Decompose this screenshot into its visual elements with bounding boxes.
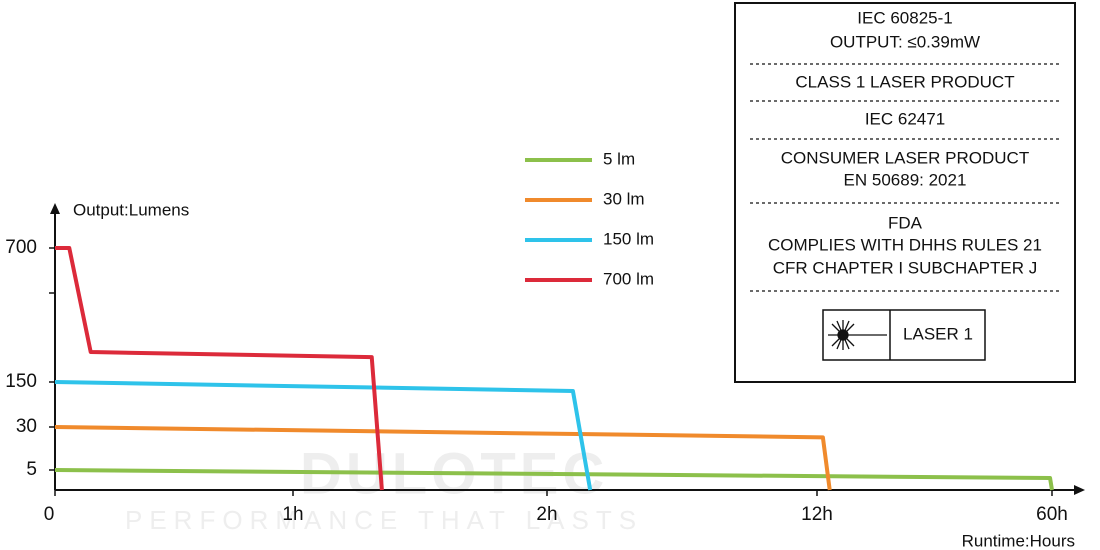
label-text: CLASS 1 LASER PRODUCT [795,72,1014,91]
legend-label: 700 lm [603,269,654,288]
label-box [734,2,1076,383]
laser-icon [828,320,887,350]
x-tick-label: 2h [536,504,557,525]
x-axis-label: Runtime:Hours [962,531,1075,550]
separators [750,63,1060,292]
label-text: FDA [888,213,923,232]
y-tick-label: 30 [16,416,37,437]
label-text: CONSUMER LASER PRODUCT [781,148,1029,167]
y-tick-label: 700 [5,237,37,258]
x-tick-label: 60h [1036,504,1068,525]
x-tick-label: 1h [282,504,303,525]
y-axis-label: Output:Lumens [73,200,189,219]
series-line [54,425,832,491]
watermark-tagline: PERFORMANCE THAT LASTS [125,505,643,535]
legend-label: 150 lm [603,229,654,248]
series-line [55,246,384,491]
y-tick-label: 150 [5,371,37,392]
y-tick-label: 5 [26,459,37,480]
laser-label [822,309,986,361]
legend-label: 30 lm [603,189,645,208]
label-text: EN 50689: 2021 [844,170,967,189]
laser-class: LASER 1 [903,324,973,343]
y-arrow [50,203,60,214]
label-text: IEC 62471 [865,109,945,128]
label-text: CFR CHAPTER I SUBCHAPTER J [773,258,1037,277]
x-tick-label: 0 [44,504,55,525]
series-line [54,468,1054,491]
x-tick-label: 12h [801,504,833,525]
x-arrow [1074,485,1085,495]
label-text: IEC 60825-1 [857,8,952,27]
legend-label: 5 lm [603,149,635,168]
label-text: COMPLIES WITH DHHS RULES 21 [768,235,1042,254]
series-line [54,380,593,491]
label-text: OUTPUT: ≤0.39mW [830,32,980,51]
